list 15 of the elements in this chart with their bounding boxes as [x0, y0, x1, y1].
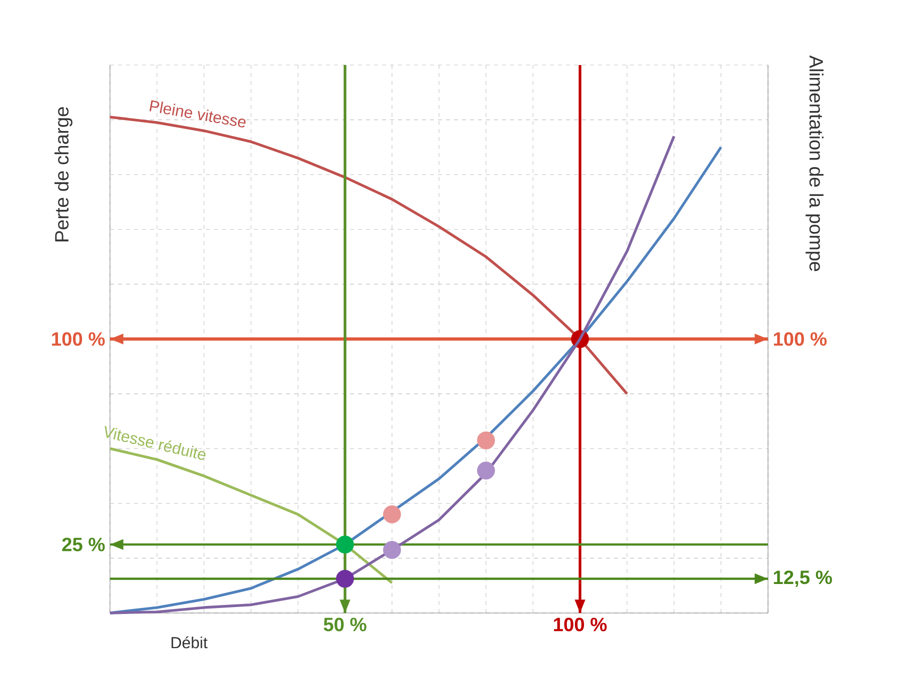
point — [383, 505, 401, 524]
point — [336, 536, 354, 554]
y-tick-label: 25 % — [62, 538, 105, 552]
point — [383, 541, 401, 559]
y2-tick-label: 12,5 % — [774, 570, 832, 587]
text: Pleine vitesse — [150, 100, 246, 128]
y2-axis-title: Alimentation de la pompe — [806, 55, 824, 272]
text: Vitesse réduite — [104, 426, 206, 460]
x-tick-label: 50 % — [324, 618, 366, 632]
point — [477, 462, 495, 480]
y-axis-title: Perte de charge — [54, 107, 72, 242]
y2-tick-label: 100 % — [774, 332, 827, 346]
x-axis-title: Débit — [172, 636, 208, 648]
point — [477, 431, 495, 450]
point — [336, 570, 354, 588]
